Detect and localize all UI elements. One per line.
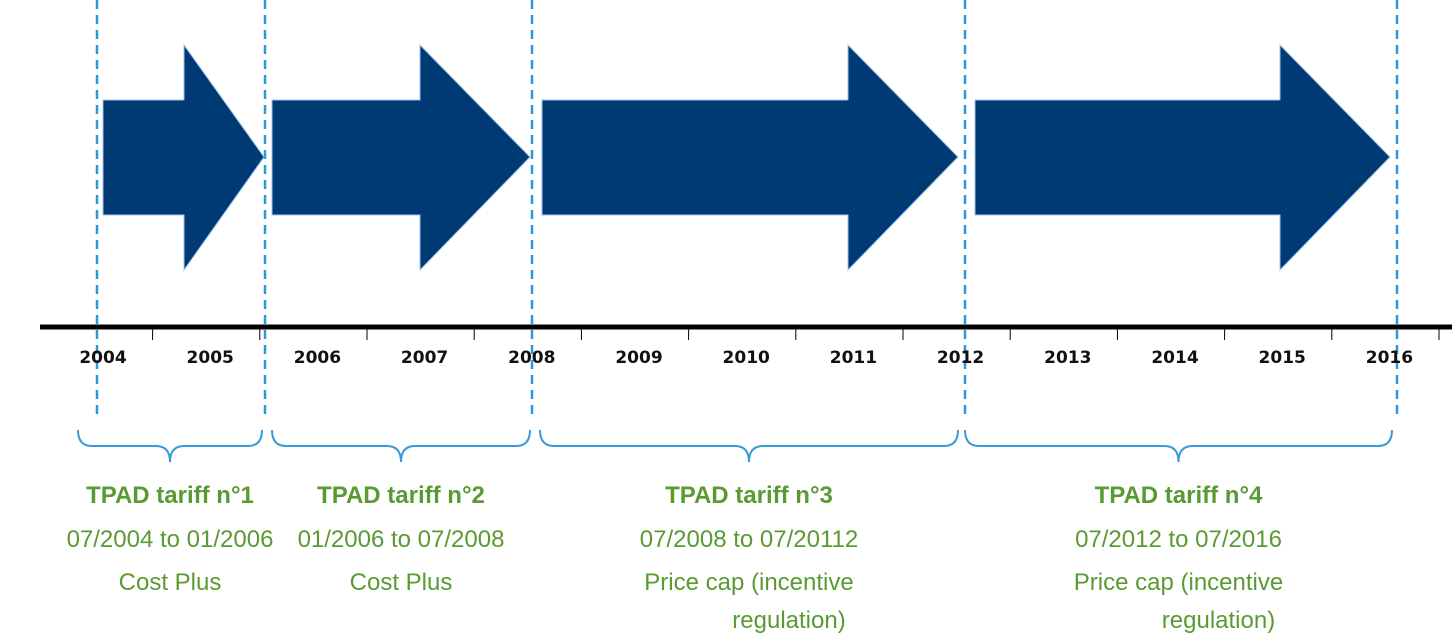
period-title: TPAD tariff n°3 — [665, 482, 833, 509]
year-label: 2016 — [1366, 348, 1413, 368]
period-dates: 07/2008 to 07/20112 — [640, 526, 858, 553]
year-label: 2012 — [937, 348, 984, 368]
brace — [964, 429, 1393, 463]
brace — [539, 429, 959, 463]
year-label: 2006 — [294, 348, 341, 368]
year-label: 2004 — [79, 348, 126, 368]
brace — [77, 429, 263, 463]
period-title: TPAD tariff n°2 — [317, 482, 485, 509]
period-dates: 01/2006 to 07/2008 — [298, 526, 505, 553]
period-method: regulation) — [732, 607, 845, 634]
period-title: TPAD tariff n°1 — [86, 482, 254, 509]
year-label: 2005 — [187, 348, 234, 368]
year-label: 2015 — [1259, 348, 1306, 368]
period-arrow — [271, 43, 531, 272]
period-dates: 07/2012 to 07/2016 — [1075, 526, 1282, 553]
year-label: 2014 — [1151, 348, 1198, 368]
year-label: 2009 — [615, 348, 662, 368]
year-label: 2007 — [401, 348, 448, 368]
brace — [271, 429, 531, 463]
period-method: regulation) — [1162, 607, 1275, 634]
year-label: 2010 — [723, 348, 770, 368]
year-label: 2008 — [508, 348, 555, 368]
year-label: 2011 — [830, 348, 877, 368]
period-arrow — [541, 43, 959, 272]
period-method: Price cap (incentive — [644, 569, 853, 596]
period-dates: 07/2004 to 01/2006 — [67, 526, 274, 553]
period-method: Price cap (incentive — [1074, 569, 1283, 596]
year-label: 2013 — [1044, 348, 1091, 368]
period-title: TPAD tariff n°4 — [1095, 482, 1263, 509]
period-arrow — [102, 43, 265, 272]
period-method: Cost Plus — [119, 569, 222, 596]
period-method: Cost Plus — [350, 569, 453, 596]
period-arrow — [974, 43, 1391, 272]
